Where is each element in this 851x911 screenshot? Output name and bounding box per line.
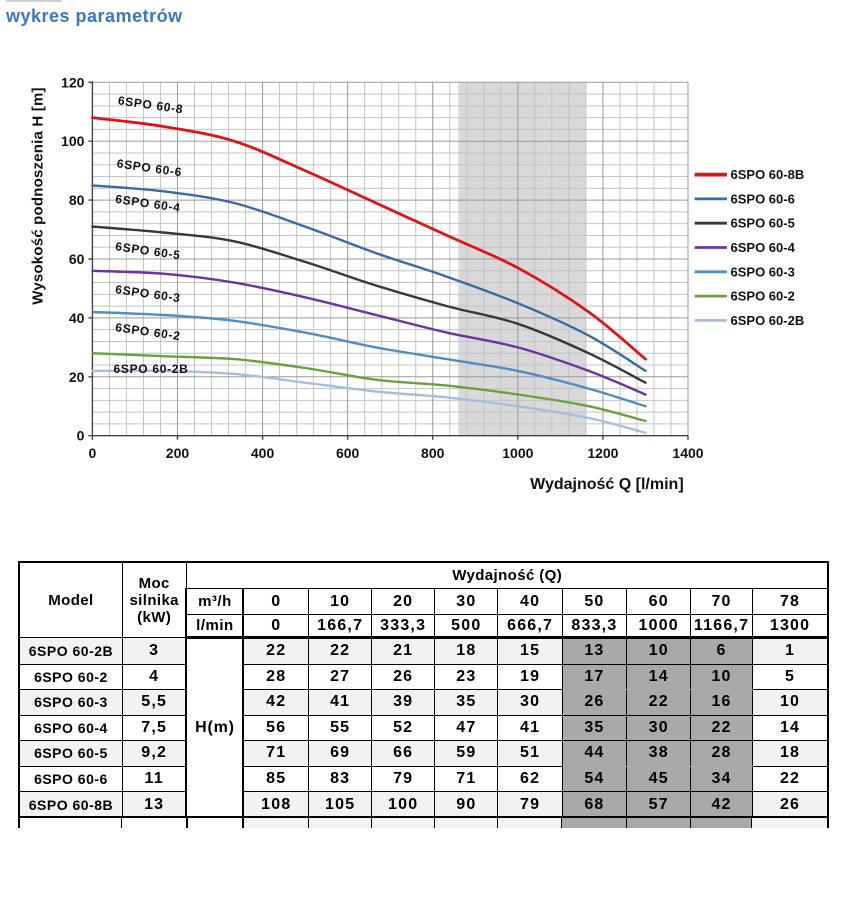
svg-text:6SPO 60-2: 6SPO 60-2 [731,289,795,304]
svg-text:1000: 1000 [502,445,533,461]
svg-text:6SPO 60-2: 6SPO 60-2 [114,320,181,343]
svg-text:0: 0 [77,428,85,444]
svg-text:Wysokość podnoszenia H [m]: Wysokość podnoszenia H [m] [30,87,47,304]
svg-text:400: 400 [251,445,275,461]
svg-text:6SPO 60-2B: 6SPO 60-2B [114,362,189,376]
svg-text:1200: 1200 [587,445,618,461]
svg-text:6SPO 60-3: 6SPO 60-3 [731,264,795,279]
svg-text:80: 80 [69,192,85,208]
svg-text:6SPO 60-4: 6SPO 60-4 [731,240,796,255]
svg-text:40: 40 [69,310,85,326]
svg-text:600: 600 [336,445,360,461]
svg-text:6SPO 60-8B: 6SPO 60-8B [731,167,805,182]
svg-text:6SPO 60-8: 6SPO 60-8 [117,93,184,116]
svg-text:6SPO 60-5: 6SPO 60-5 [731,216,795,231]
svg-text:200: 200 [166,445,190,461]
svg-text:100: 100 [61,133,85,149]
svg-text:60: 60 [69,251,85,267]
svg-text:1400: 1400 [672,445,703,461]
svg-text:120: 120 [61,74,85,90]
svg-text:6SPO 60-3: 6SPO 60-3 [114,282,181,305]
svg-text:6SPO 60-6: 6SPO 60-6 [731,191,795,206]
svg-text:6SPO 60-2B: 6SPO 60-2B [731,313,805,328]
svg-text:Wydajność Q [l/min]: Wydajność Q [l/min] [530,476,684,493]
svg-text:0: 0 [89,445,97,461]
svg-text:800: 800 [421,445,445,461]
svg-text:20: 20 [69,369,85,385]
